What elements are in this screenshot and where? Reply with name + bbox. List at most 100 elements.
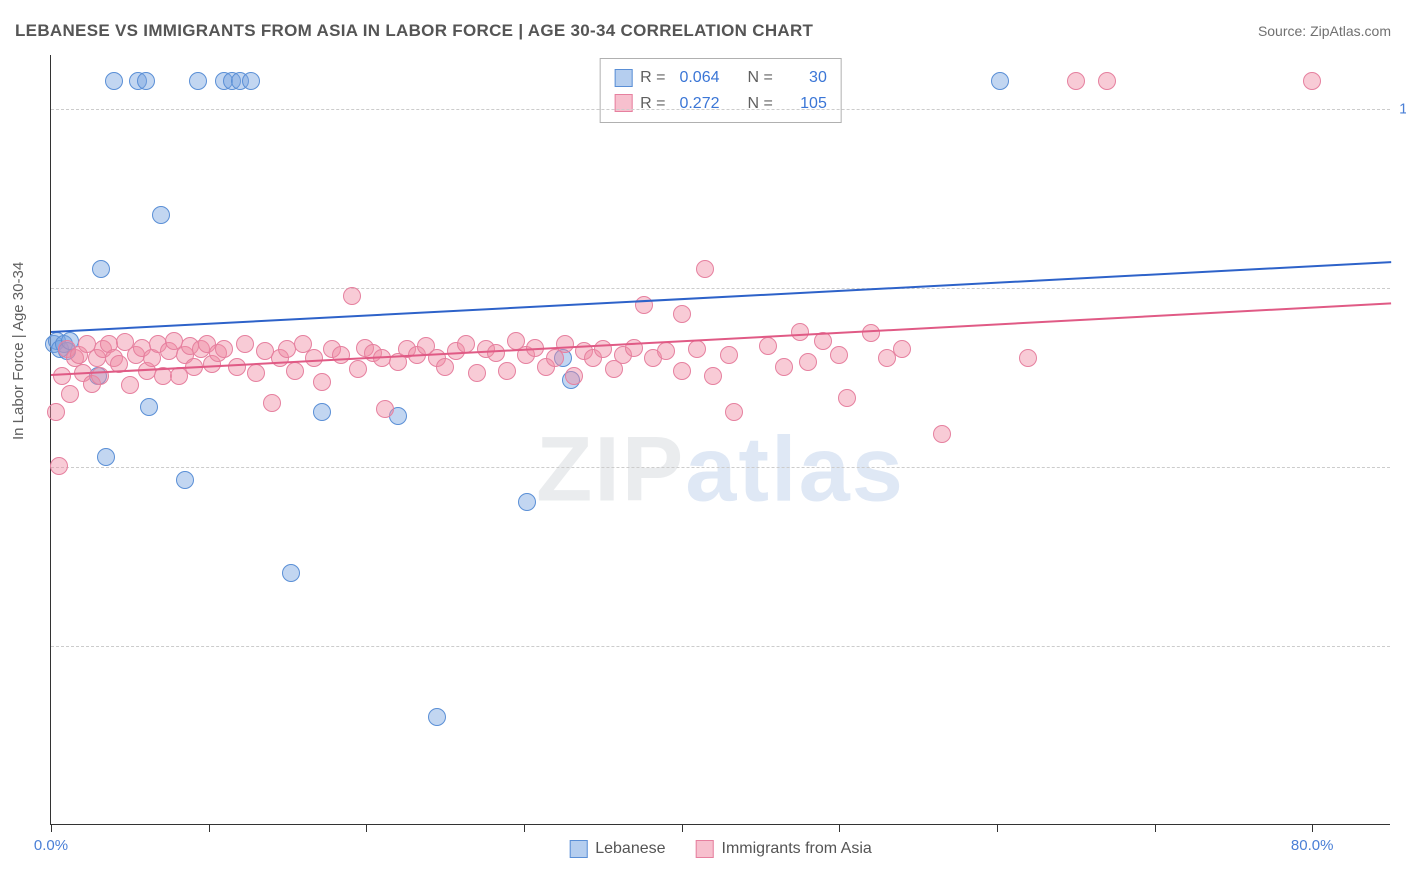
data-point [105, 72, 123, 90]
data-point [830, 346, 848, 364]
y-tick-label: 70.0% [1394, 637, 1406, 654]
data-point [696, 260, 714, 278]
data-point [518, 493, 536, 511]
correlation-stats-box: R = 0.064 N = 30 R = 0.272 N = 105 [599, 58, 842, 123]
x-tick [997, 824, 998, 832]
x-tick [524, 824, 525, 832]
data-point [556, 335, 574, 353]
legend-item: Lebanese [569, 840, 665, 858]
data-point [61, 385, 79, 403]
data-point [893, 340, 911, 358]
watermark: ZIPatlas [536, 418, 905, 523]
data-point [673, 305, 691, 323]
trend-line [51, 261, 1391, 333]
n-label: N = [748, 65, 773, 91]
data-point [468, 364, 486, 382]
watermark-zip: ZIP [536, 419, 685, 521]
x-tick [839, 824, 840, 832]
data-point [799, 353, 817, 371]
data-point [176, 471, 194, 489]
stats-row: R = 0.272 N = 105 [614, 91, 827, 117]
plot-area: ZIPatlas R =0.064N =30R =0.272N =105 Leb… [50, 55, 1390, 825]
data-point [775, 358, 793, 376]
gridline [51, 646, 1390, 647]
stats-row: R = 0.064 N = 30 [614, 65, 827, 91]
gridline [51, 109, 1390, 110]
data-point [53, 367, 71, 385]
data-point [349, 360, 367, 378]
r-value: 0.064 [674, 65, 720, 91]
r-label: R = [640, 91, 665, 117]
data-point [862, 324, 880, 342]
data-point [242, 72, 260, 90]
n-value: 105 [781, 91, 827, 117]
data-point [838, 389, 856, 407]
data-point [343, 287, 361, 305]
x-tick [209, 824, 210, 832]
data-point [498, 362, 516, 380]
data-point [140, 398, 158, 416]
n-value: 30 [781, 65, 827, 91]
gridline [51, 288, 1390, 289]
y-tick-label: 100.0% [1394, 100, 1406, 117]
data-point [487, 344, 505, 362]
r-value: 0.272 [674, 91, 720, 117]
data-point [50, 457, 68, 475]
x-tick-label: 80.0% [1291, 837, 1334, 854]
chart-title: LEBANESE VS IMMIGRANTS FROM ASIA IN LABO… [15, 21, 813, 41]
legend-swatch [614, 69, 632, 87]
data-point [657, 342, 675, 360]
x-tick [51, 824, 52, 832]
y-axis-label: In Labor Force | Age 30-34 [10, 262, 27, 440]
data-point [313, 373, 331, 391]
legend-item: Immigrants from Asia [696, 840, 872, 858]
legend-label: Lebanese [595, 840, 665, 858]
data-point [704, 367, 722, 385]
data-point [97, 448, 115, 466]
data-point [428, 708, 446, 726]
data-point [263, 394, 281, 412]
legend-label: Immigrants from Asia [722, 840, 872, 858]
title-bar: LEBANESE VS IMMIGRANTS FROM ASIA IN LABO… [15, 16, 1391, 46]
bottom-legend: Lebanese Immigrants from Asia [569, 840, 872, 858]
data-point [565, 367, 583, 385]
data-point [791, 323, 809, 341]
data-point [152, 206, 170, 224]
data-point [305, 349, 323, 367]
data-point [991, 72, 1009, 90]
data-point [228, 358, 246, 376]
x-tick [682, 824, 683, 832]
gridline [51, 467, 1390, 468]
data-point [635, 296, 653, 314]
data-point [1067, 72, 1085, 90]
legend-swatch [569, 840, 587, 858]
data-point [376, 400, 394, 418]
data-point [933, 425, 951, 443]
data-point [725, 403, 743, 421]
data-point [436, 358, 454, 376]
x-tick [1312, 824, 1313, 832]
x-tick [1155, 824, 1156, 832]
data-point [1019, 349, 1037, 367]
n-label: N = [748, 91, 773, 117]
data-point [625, 339, 643, 357]
data-point [92, 260, 110, 278]
data-point [313, 403, 331, 421]
data-point [332, 346, 350, 364]
data-point [121, 376, 139, 394]
data-point [286, 362, 304, 380]
x-tick [366, 824, 367, 832]
legend-swatch [696, 840, 714, 858]
data-point [1098, 72, 1116, 90]
data-point [720, 346, 738, 364]
data-point [236, 335, 254, 353]
data-point [247, 364, 265, 382]
data-point [282, 564, 300, 582]
chart-container: LEBANESE VS IMMIGRANTS FROM ASIA IN LABO… [0, 0, 1406, 892]
watermark-atlas: atlas [685, 419, 905, 521]
r-label: R = [640, 65, 665, 91]
y-tick-label: 90.0% [1394, 279, 1406, 296]
data-point [189, 72, 207, 90]
data-point [688, 340, 706, 358]
source-attribution: Source: ZipAtlas.com [1258, 23, 1391, 39]
